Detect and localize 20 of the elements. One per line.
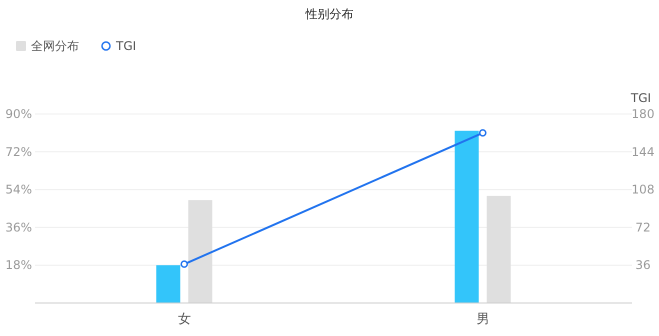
bar xyxy=(188,200,212,303)
legend-label: 全网分布 xyxy=(31,39,79,53)
bar xyxy=(156,265,180,303)
y-tick-label: 36% xyxy=(5,220,32,234)
y-tick-label: 90% xyxy=(5,107,32,121)
y-tick-label: 18% xyxy=(5,258,32,272)
y2-tick-label: 108 xyxy=(632,182,654,197)
y-tick-label: 54% xyxy=(5,182,32,197)
y2-axis-title: TGI xyxy=(630,91,652,105)
bar xyxy=(486,196,511,303)
y-tick-label: 72% xyxy=(5,144,32,159)
legend-label: TGI xyxy=(115,39,136,53)
bar xyxy=(454,130,479,303)
y2-tick-label: 180 xyxy=(632,107,654,121)
x-tick-label: 女 xyxy=(178,312,191,327)
y2-tick-label: 72 xyxy=(635,220,651,234)
y2-tick-label: 144 xyxy=(632,144,654,159)
x-tick-label: 男 xyxy=(476,312,490,327)
chart-title: 性别分布 xyxy=(304,7,354,21)
y2-tick-label: 36 xyxy=(635,258,651,272)
